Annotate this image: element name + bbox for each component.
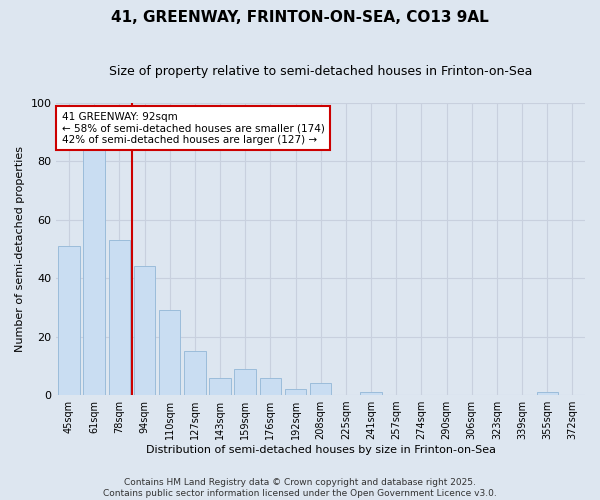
X-axis label: Distribution of semi-detached houses by size in Frinton-on-Sea: Distribution of semi-detached houses by … [146, 445, 496, 455]
Bar [235, 369, 256, 395]
Bar [310, 384, 331, 395]
Text: 41, GREENWAY, FRINTON-ON-SEA, CO13 9AL: 41, GREENWAY, FRINTON-ON-SEA, CO13 9AL [111, 10, 489, 25]
Bar [285, 389, 306, 395]
Bar [83, 150, 105, 395]
Bar [109, 240, 130, 395]
Title: Size of property relative to semi-detached houses in Frinton-on-Sea: Size of property relative to semi-detach… [109, 65, 532, 78]
Bar [184, 351, 206, 395]
Bar [536, 392, 558, 395]
Y-axis label: Number of semi-detached properties: Number of semi-detached properties [15, 146, 25, 352]
Bar [58, 246, 80, 395]
Bar [260, 378, 281, 395]
Bar [134, 266, 155, 395]
Bar [361, 392, 382, 395]
Bar [209, 378, 231, 395]
Text: Contains HM Land Registry data © Crown copyright and database right 2025.
Contai: Contains HM Land Registry data © Crown c… [103, 478, 497, 498]
Text: 41 GREENWAY: 92sqm
← 58% of semi-detached houses are smaller (174)
42% of semi-d: 41 GREENWAY: 92sqm ← 58% of semi-detache… [62, 112, 325, 144]
Bar [159, 310, 181, 395]
